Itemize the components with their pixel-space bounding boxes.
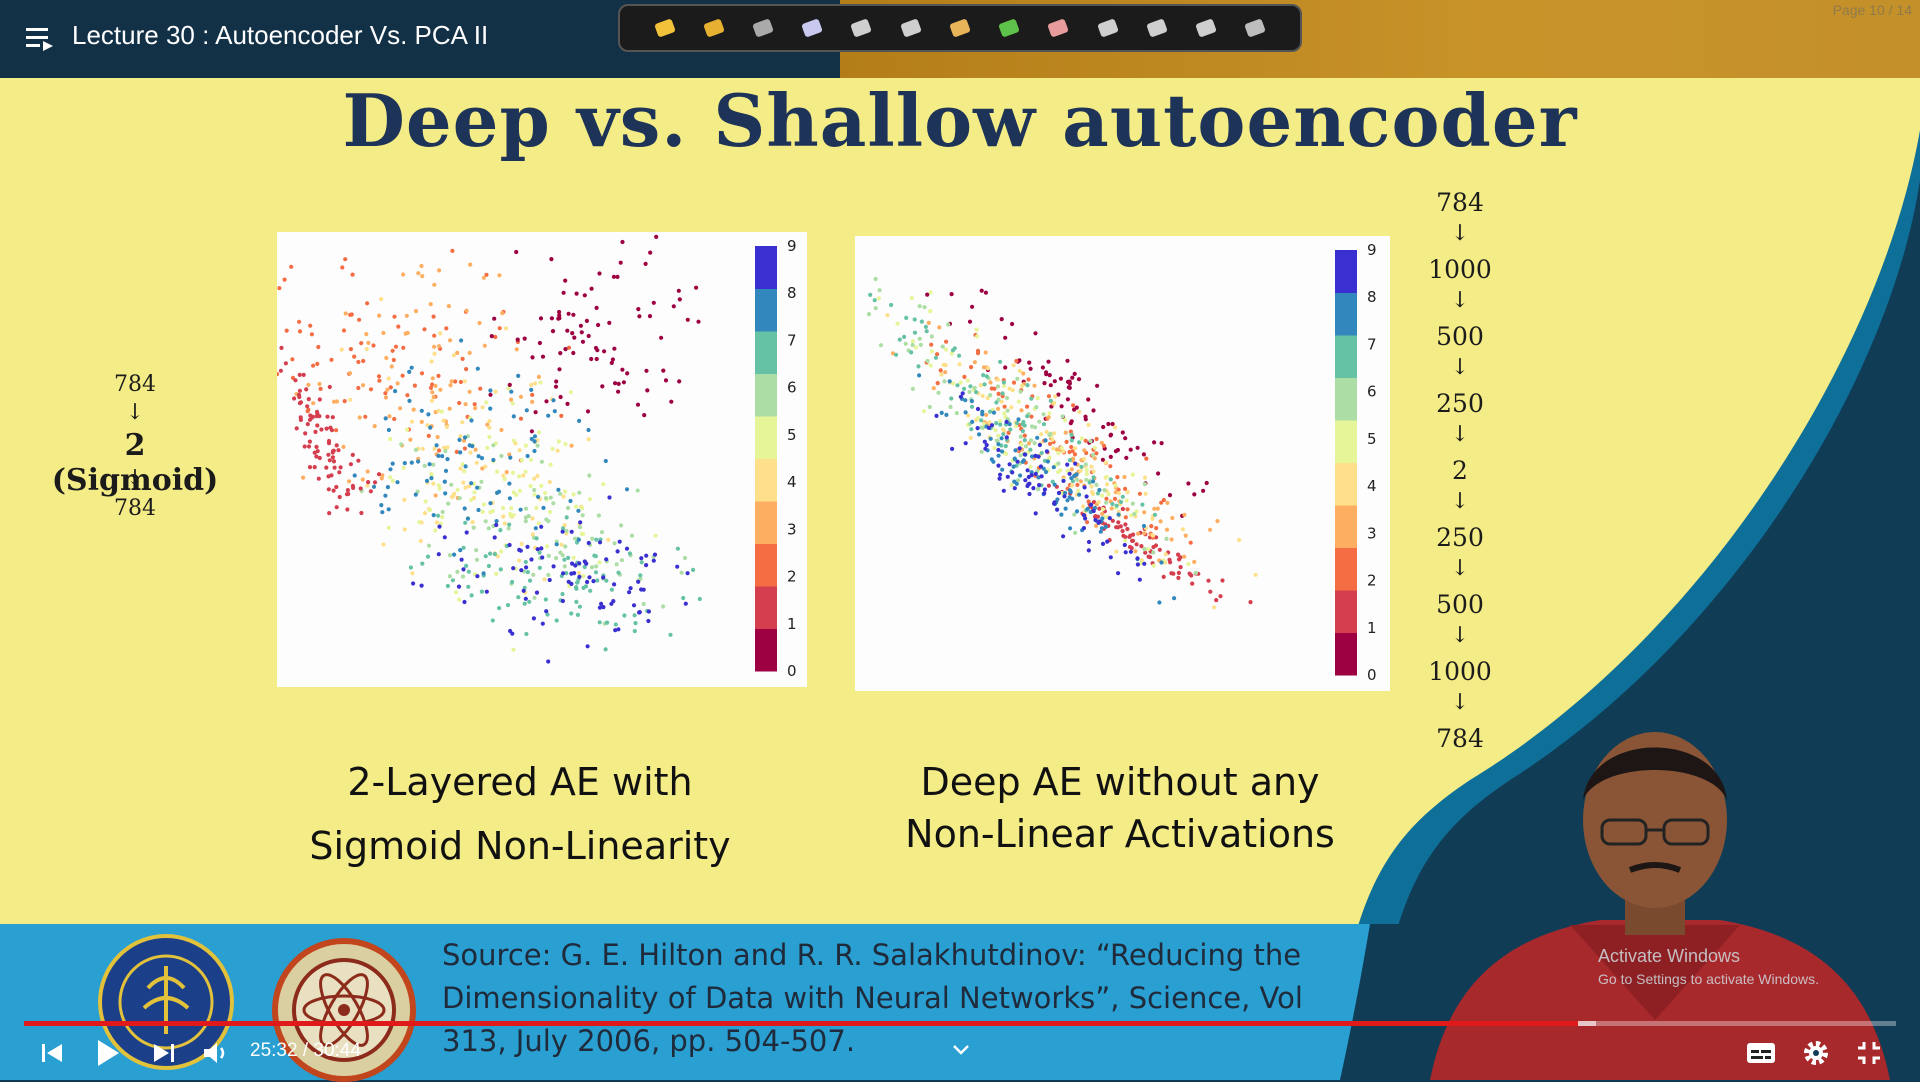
- deep-arch-arrow: ↓: [1450, 623, 1470, 648]
- subtitles-icon[interactable]: [1746, 1040, 1776, 1066]
- caption-right-line2: Non-Linear Activations: [905, 812, 1335, 856]
- player-top-bar: Page 10 / 14 Lecture 30 : Autoencoder Vs…: [0, 0, 1920, 78]
- highlighter-icon[interactable]: [994, 13, 1024, 43]
- colorbar-tick-label: 6: [787, 379, 797, 397]
- settings-gear-icon[interactable]: [1801, 1038, 1831, 1068]
- colorbar-tick-label: 1: [1367, 619, 1377, 637]
- colorbar-tick-label: 7: [787, 331, 797, 349]
- shallow-arch-arrow: ↓: [125, 466, 145, 491]
- shape-icon[interactable]: [846, 13, 876, 43]
- film-icon[interactable]: [748, 13, 778, 43]
- colorbar-tick-label: 5: [1367, 430, 1377, 448]
- colorbar-tick-label: 8: [1367, 288, 1377, 306]
- nptel-logo: [272, 938, 416, 1082]
- iit-logo: [98, 934, 234, 1070]
- pointer-icon[interactable]: [1093, 13, 1123, 43]
- source-citation: Source: G. E. Hilton and R. R. Salakhutd…: [442, 934, 1342, 1063]
- windows-activation-watermark: Activate Windows Go to Settings to activ…: [1598, 946, 1819, 987]
- pen-icon[interactable]: [797, 13, 827, 43]
- deep-arch-arrow: ↓: [1450, 489, 1470, 514]
- caption-left: 2-Layered AE with Sigmoid Non-Linearity: [270, 750, 770, 878]
- shallow-arch-arrow: ↓: [125, 400, 145, 425]
- deep-arch-layer: 784: [1436, 724, 1484, 753]
- caption-right: Deep AE without any Non-Linear Activatio…: [860, 756, 1380, 860]
- colorbar-tick-label: 9: [1367, 241, 1377, 259]
- eraser-icon[interactable]: [1043, 13, 1073, 43]
- deep-arch-layer: 1000: [1428, 657, 1492, 686]
- deep-arch-layer: 2: [1452, 456, 1468, 485]
- caption-right-line1: Deep AE without any: [920, 760, 1320, 804]
- progress-played: [24, 1021, 1578, 1026]
- deep-arch-arrow: ↓: [1450, 556, 1470, 581]
- deep-arch-arrow: ↓: [1450, 221, 1470, 246]
- colorbar-tick-label: 6: [1367, 383, 1377, 401]
- time-display: 25:32 / 30:44: [250, 1040, 361, 1061]
- colorbar-tick-label: 9: [787, 237, 797, 255]
- page-indicator: Page 10 / 14: [1832, 2, 1912, 18]
- colorbar-tick-label: 1: [787, 615, 797, 633]
- deep-arch-layer: 500: [1436, 590, 1484, 619]
- annotation-toolbar: [618, 4, 1302, 52]
- deep-arch-layer: 250: [1436, 523, 1484, 552]
- next-icon[interactable]: [152, 1042, 176, 1064]
- colorbar-tick-label: 2: [787, 568, 797, 586]
- exit-fullscreen-icon[interactable]: [1856, 1040, 1882, 1066]
- progress-bar[interactable]: [24, 1021, 1896, 1026]
- colorbar-tick-label: 0: [787, 662, 797, 680]
- caption-left-line1: 2-Layered AE with: [347, 760, 693, 804]
- laser-icon[interactable]: [1142, 13, 1172, 43]
- watermark-title: Activate Windows: [1598, 946, 1741, 966]
- scatter-points-right: [866, 276, 1258, 610]
- colorbar-tick-label: 7: [1367, 335, 1377, 353]
- deep-ae-scatter-plot: 0 1 2 3 4 5 6 7 8 9: [855, 236, 1390, 691]
- deep-arch-arrow: ↓: [1450, 355, 1470, 380]
- deep-arch-layer: 784: [1436, 188, 1484, 217]
- slide-title: Deep vs. Shallow autoencoder: [342, 78, 1578, 163]
- progress-buffer: [1577, 1021, 1597, 1026]
- colorbar-left: 0 1 2 3 4 5 6 7 8 9: [755, 237, 797, 680]
- screen-icon[interactable]: [896, 13, 926, 43]
- source-line-3: 313, July 2006, pp. 504-507.: [442, 1024, 856, 1058]
- source-line-2: Dimensionality of Data with Neural Netwo…: [442, 981, 1303, 1015]
- colorbar-tick-label: 3: [1367, 524, 1377, 542]
- volume-icon[interactable]: [202, 1040, 230, 1066]
- caption-left-line2: Sigmoid Non-Linearity: [309, 824, 731, 868]
- shallow-arch-output: 784: [114, 496, 156, 521]
- deep-arch-layer: 1000: [1428, 255, 1492, 284]
- pencil-icon[interactable]: [945, 13, 975, 43]
- source-line-1: Source: G. E. Hilton and R. R. Salakhutd…: [442, 938, 1302, 972]
- colorbar-tick-label: 0: [1367, 666, 1377, 684]
- deep-arch-layer: 250: [1436, 389, 1484, 418]
- shallow-arch-bottleneck: 2 (Sigmoid): [51, 428, 219, 498]
- pin-icon[interactable]: [650, 13, 680, 43]
- playlist-menu-icon[interactable]: [26, 26, 54, 52]
- stop-icon[interactable]: [1240, 13, 1270, 43]
- chevron-down-icon[interactable]: [951, 1040, 971, 1060]
- deep-arch-layer: 500: [1436, 322, 1484, 351]
- colorbar-right: 0 1 2 3 4 5 6 7 8 9: [1335, 241, 1377, 684]
- iit-emblem-icon: [118, 954, 214, 1050]
- folder-icon[interactable]: [699, 13, 729, 43]
- clear-icon[interactable]: [1191, 13, 1221, 43]
- shallow-ae-scatter-plot: 0 1 2 3 4 5 6 7 8 9: [277, 232, 807, 687]
- deep-arch-arrow: ↓: [1450, 690, 1470, 715]
- deep-arch-arrow: ↓: [1450, 288, 1470, 313]
- colorbar-tick-label: 3: [787, 520, 797, 538]
- play-icon[interactable]: [95, 1038, 121, 1068]
- previous-icon[interactable]: [40, 1042, 64, 1064]
- colorbar-tick-label: 5: [787, 426, 797, 444]
- watermark-subtitle: Go to Settings to activate Windows.: [1598, 971, 1819, 987]
- scatter-points-left: [277, 234, 702, 664]
- presenter-video: [1430, 732, 1890, 1080]
- shallow-arch-input: 784: [114, 372, 156, 397]
- colorbar-tick-label: 2: [1367, 572, 1377, 590]
- colorbar-tick-label: 4: [1367, 477, 1377, 495]
- deep-arch-arrow: ↓: [1450, 422, 1470, 447]
- colorbar-tick-label: 4: [787, 473, 797, 491]
- video-title[interactable]: Lecture 30 : Autoencoder Vs. PCA II: [72, 20, 489, 50]
- colorbar-tick-label: 8: [787, 284, 797, 302]
